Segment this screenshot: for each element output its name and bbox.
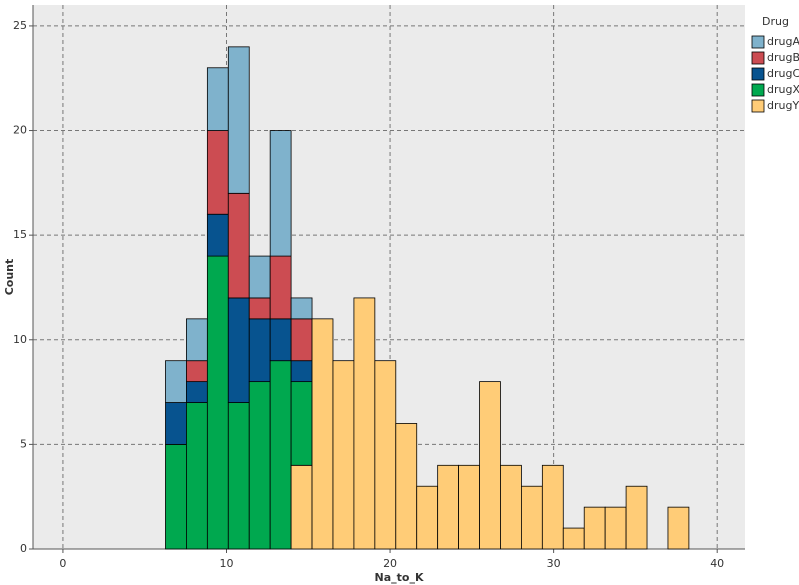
bar-segment (479, 381, 501, 550)
bar-segment (269, 318, 292, 362)
x-tick-label: 20 (383, 557, 397, 570)
y-tick-label: 10 (13, 333, 27, 346)
y-tick-label: 25 (13, 19, 27, 32)
legend-swatch (751, 67, 765, 81)
bar-segment (227, 297, 250, 403)
bar-segment (416, 485, 439, 550)
bar-segment (353, 297, 376, 550)
bar-segment (227, 192, 250, 299)
bar-segment (206, 130, 229, 215)
bar-segment (165, 402, 187, 445)
bar-segment (186, 360, 208, 383)
legend-swatch (751, 51, 765, 65)
bar-segment (186, 402, 208, 550)
bar-segment (500, 464, 522, 550)
x-tick-label: 0 (59, 557, 66, 570)
bar-segment (269, 130, 292, 257)
bar-segment (186, 381, 208, 403)
bar-segment (206, 67, 229, 131)
bar-segment (248, 297, 271, 320)
bar-segment (206, 255, 229, 550)
bar-segment (521, 485, 543, 550)
legend-title: Drug (762, 15, 789, 28)
legend-label: drugA (767, 35, 799, 48)
legend-label: drugX (767, 83, 799, 96)
bar-segment (437, 464, 459, 550)
bar-segment (667, 506, 690, 550)
x-tick-label: 30 (547, 557, 561, 570)
bar-segment (206, 213, 229, 257)
bar-segment (248, 318, 271, 383)
bar-segment (458, 464, 480, 550)
bar-segment (290, 297, 313, 320)
bar-segment (186, 318, 208, 362)
y-tick-label: 5 (20, 437, 27, 450)
bar-segment (604, 506, 627, 550)
bar-segment (374, 360, 397, 550)
legend-label: drugC (767, 67, 799, 80)
bar-segment (625, 485, 648, 550)
y-tick-label: 20 (13, 124, 27, 137)
y-axis-label: Count (3, 259, 16, 296)
legend-swatch (751, 99, 765, 113)
bar-segment (290, 360, 313, 383)
legend-label: drugY (767, 99, 799, 112)
x-tick-label: 10 (219, 557, 233, 570)
bar-segment (227, 402, 250, 550)
bar-segment (541, 464, 564, 550)
bar-segment (332, 360, 355, 550)
bar-segment (248, 381, 271, 550)
bar-segment (395, 423, 418, 550)
legend-swatch (751, 35, 765, 49)
y-tick-label: 0 (20, 542, 27, 555)
bar-segment (311, 318, 334, 550)
bar-segment (227, 46, 250, 194)
bar-segment (562, 527, 585, 550)
bar-segment (290, 381, 313, 466)
bar-segment (165, 360, 187, 403)
bar-segment (269, 360, 292, 550)
y-tick-label: 15 (13, 228, 27, 241)
legend-swatch (751, 83, 765, 97)
bar-segment (583, 506, 606, 550)
bar-segment (290, 464, 313, 550)
x-tick-label: 40 (710, 557, 724, 570)
bar-segment (269, 255, 292, 320)
bar-segment (165, 443, 187, 550)
bar-segment (290, 318, 313, 362)
legend-label: drugB (767, 51, 799, 64)
x-axis-label: Na_to_K (375, 571, 424, 584)
bar-segment (248, 255, 271, 299)
